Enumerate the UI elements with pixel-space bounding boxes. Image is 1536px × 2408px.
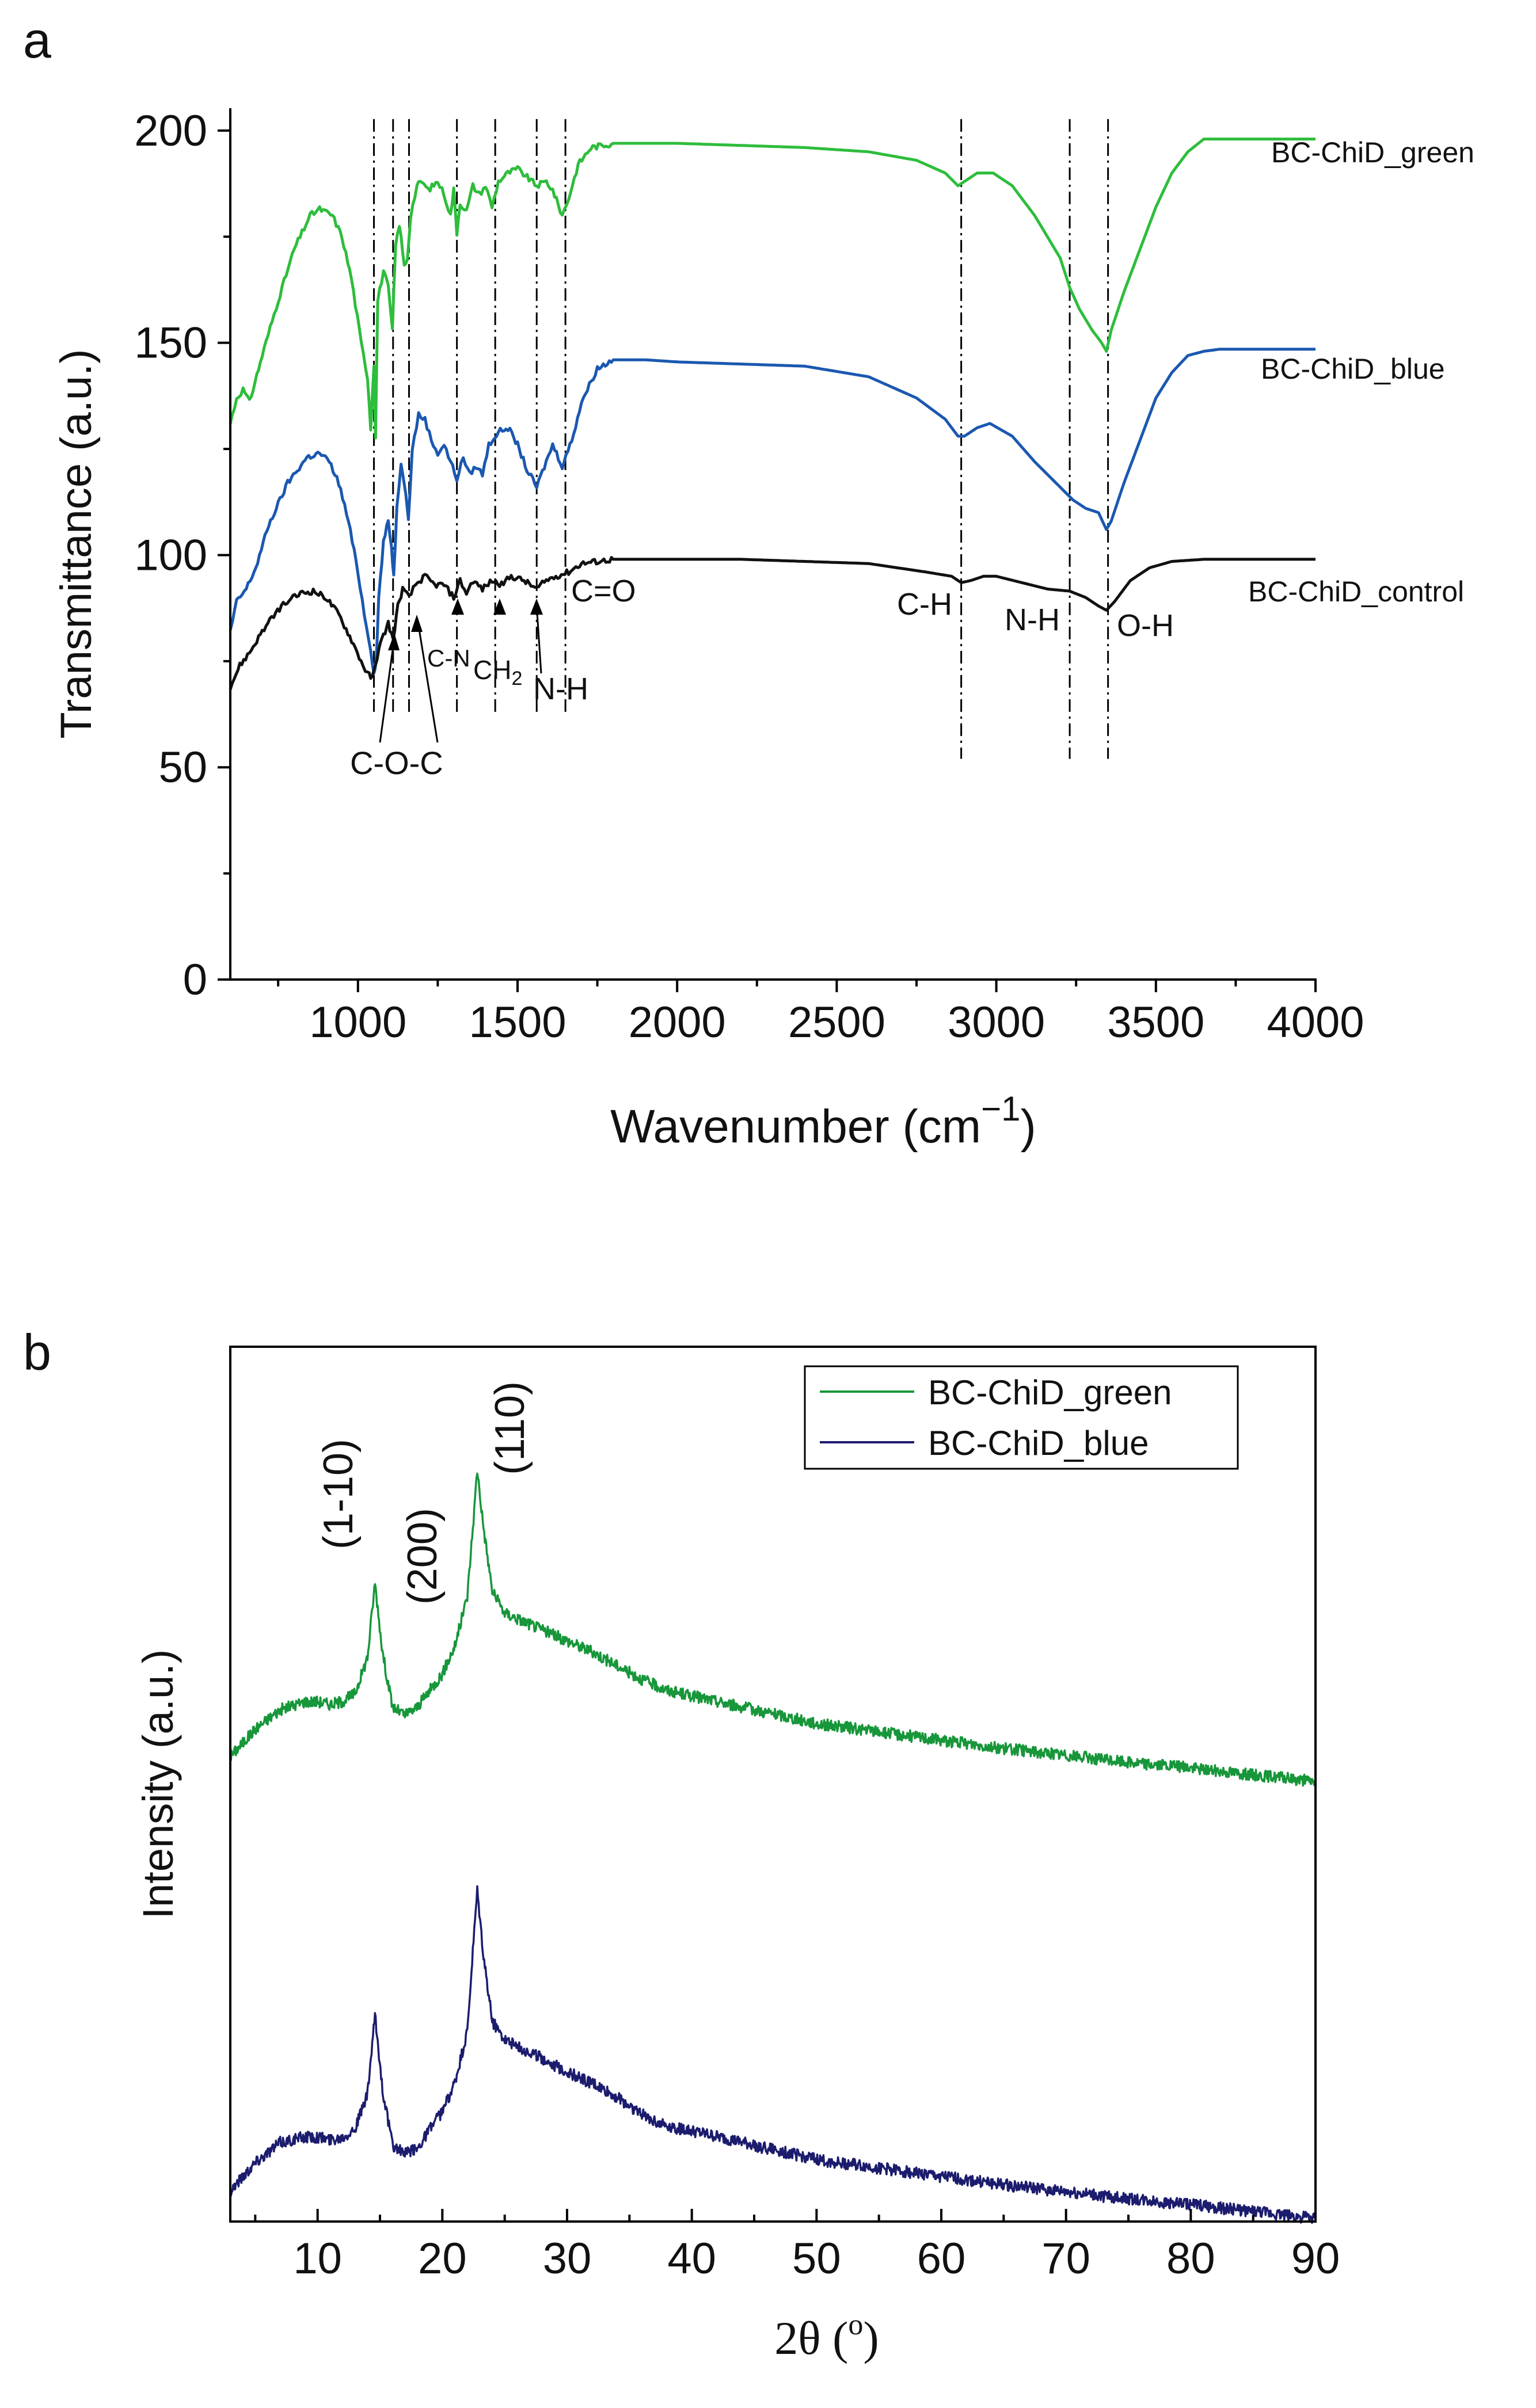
annotation-n-h: N-H xyxy=(1005,603,1060,637)
xrd-legend: BC-ChiD_green BC-ChiD_blue xyxy=(804,1365,1239,1470)
series-label-green: BC-ChiD_green xyxy=(1271,136,1474,169)
x-tick-label-3000: 3000 xyxy=(948,998,1045,1047)
x-tick-label-2500: 2500 xyxy=(788,998,885,1047)
x-tick-label-1500: 1500 xyxy=(469,998,566,1047)
y-tick-label-50: 50 xyxy=(158,743,207,792)
xrd-x-tick-label-90: 90 xyxy=(1291,2234,1340,2283)
ftir-axis-ticks: 1000 1500 2000 2500 3000 3500 4000 0 50 100 150 200 xyxy=(134,106,1364,1047)
ftir-x-axis-label: Wavenumber (cm−1) xyxy=(610,1089,1036,1153)
xrd-x-tick-label-30: 30 xyxy=(543,2234,592,2283)
annotation-arrow-nh xyxy=(530,599,543,615)
ftir-chart: 1000 1500 2000 2500 3000 3500 4000 0 50 100 150 200 xyxy=(134,106,1364,1047)
xrd-x-tick-label-70: 70 xyxy=(1041,2234,1090,2283)
panel-label-a: a xyxy=(23,12,51,68)
xrd-x-tick-label-20: 20 xyxy=(418,2234,467,2283)
annotation-arrow-coc-2 xyxy=(411,615,423,632)
annotation-arrow-cn xyxy=(451,599,464,615)
legend-label-green: BC-ChiD_green xyxy=(928,1373,1172,1412)
annotation-o-h: O-H xyxy=(1117,608,1174,643)
ftir-annotations: C-O-C C-N CH2 N-H C=O C-H N-H O-H xyxy=(350,574,1174,781)
annotation-c-o: C=O xyxy=(571,574,636,608)
legend-label-blue: BC-ChiD_blue xyxy=(928,1424,1149,1462)
xrd-series xyxy=(229,1472,1317,2224)
peak-label-110: (110) xyxy=(487,1381,533,1475)
annotation-pointer-coc-2 xyxy=(416,618,439,743)
xrd-series-BC-ChiD_green xyxy=(230,1472,1317,1787)
series-BC-ChiD_green xyxy=(229,138,1316,440)
xrd-x-tick-label-40: 40 xyxy=(667,2234,716,2283)
annotation-ch2: CH2 xyxy=(473,655,522,689)
xrd-x-tick-label-10: 10 xyxy=(293,2234,342,2283)
annotation-c-n: C-N xyxy=(427,645,470,672)
series-label-blue: BC-ChiD_blue xyxy=(1261,353,1445,385)
annotation-pointer-coc-1 xyxy=(379,637,396,743)
annotation-pointer-nh xyxy=(535,604,542,674)
annotation-arrow-ch2 xyxy=(493,599,506,615)
x-tick-label-4000: 4000 xyxy=(1267,998,1364,1047)
series-BC-ChiD_control xyxy=(229,556,1316,690)
legend-box xyxy=(804,1365,1239,1470)
y-tick-label-100: 100 xyxy=(134,531,207,580)
xrd-x-tick-label-80: 80 xyxy=(1166,2234,1215,2283)
xrd-axis-ticks: 10 20 30 40 50 60 70 80 90 xyxy=(254,2209,1340,2283)
x-tick-label-1000: 1000 xyxy=(309,998,406,1047)
series-label-control: BC-ChiD_control xyxy=(1248,576,1464,608)
y-tick-label-150: 150 xyxy=(134,319,207,368)
y-tick-label-200: 200 xyxy=(134,106,207,155)
annotation-c-o-c: C-O-C xyxy=(350,745,443,781)
x-tick-label-3500: 3500 xyxy=(1107,998,1204,1047)
xrd-x-axis-label: 2θ (o) xyxy=(774,2308,879,2364)
y-tick-label-0: 0 xyxy=(183,955,207,1004)
annotation-arrow-coc-1 xyxy=(388,633,400,650)
xrd-x-tick-label-50: 50 xyxy=(792,2234,841,2283)
annotation-c-h: C-H xyxy=(897,587,952,622)
peak-label-1-10: (1-10) xyxy=(315,1439,362,1549)
xrd-x-tick-label-60: 60 xyxy=(917,2234,966,2283)
ftir-y-axis-label: Transmittance (a.u.) xyxy=(52,349,101,738)
panel-label-b: b xyxy=(23,1324,51,1381)
series-BC-ChiD_blue xyxy=(229,348,1316,675)
xrd-chart: 10 20 30 40 50 60 70 80 90 xyxy=(229,1346,1340,2283)
annotation-n-h-amide: N-H xyxy=(533,672,588,706)
ftir-series xyxy=(229,138,1316,690)
x-tick-label-2000: 2000 xyxy=(629,998,726,1047)
peak-label-200: (200) xyxy=(400,1508,446,1605)
xrd-series-BC-ChiD_blue xyxy=(229,1885,1317,2224)
xrd-y-axis-label: Intensity (a.u.) xyxy=(134,1649,182,1919)
xrd-plot-frame xyxy=(229,1346,1317,2223)
